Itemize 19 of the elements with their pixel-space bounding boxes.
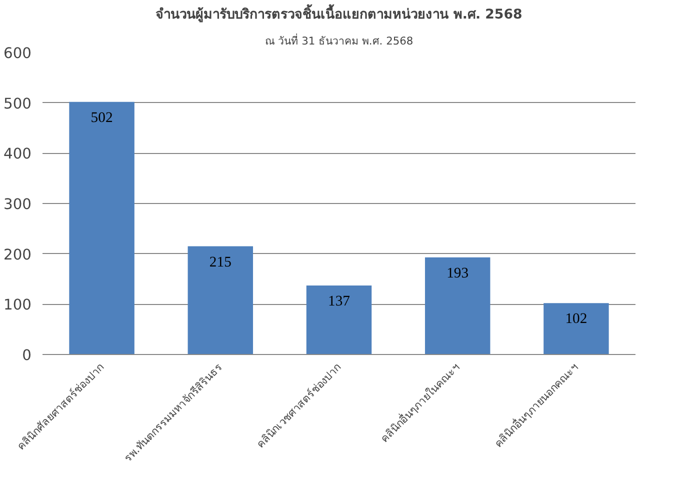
data-label: 215: [209, 254, 232, 270]
bar: [424, 257, 490, 354]
y-tick-label: 200: [4, 246, 32, 264]
y-tick-label: 500: [4, 95, 32, 112]
bar: [188, 246, 254, 354]
bar: [544, 303, 609, 354]
y-tick-label: 600: [4, 45, 32, 62]
y-tick-label: 400: [4, 146, 32, 163]
data-label: 102: [565, 311, 588, 328]
bar: [306, 286, 372, 354]
data-label: 502: [90, 110, 113, 126]
chart-subtitle: ณ วันที่ 31 ธันวาคม พ.ศ. 2568: [264, 34, 414, 48]
y-tick-label: 100: [4, 296, 32, 314]
y-tick-label: 0: [22, 347, 32, 364]
bar: [69, 102, 134, 354]
y-tick-label: 300: [4, 196, 32, 213]
data-label: 193: [446, 265, 469, 282]
data-label: 137: [328, 294, 350, 310]
chart-title: จำนวนผู้มารับบริการตรวจชิ้นเนื้อแยกตามหน่วยงาน พ.ศ. 2568: [156, 4, 522, 22]
